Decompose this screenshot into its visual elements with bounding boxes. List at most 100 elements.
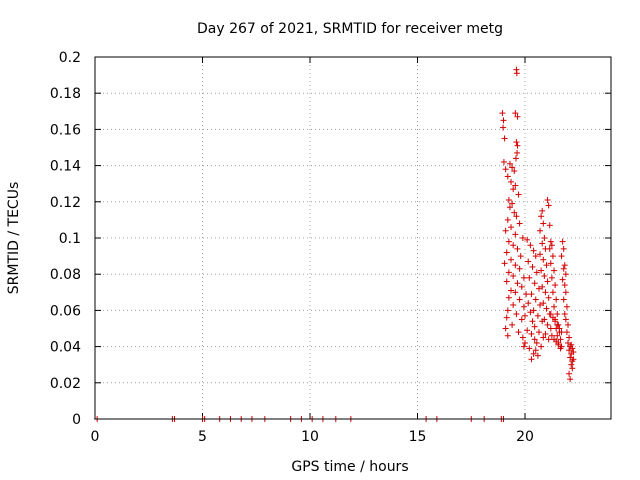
data-point bbox=[552, 282, 559, 289]
data-point bbox=[501, 260, 508, 267]
data-point bbox=[559, 276, 566, 283]
data-point bbox=[515, 329, 522, 336]
data-point bbox=[548, 332, 555, 339]
data-point bbox=[528, 356, 535, 363]
data-point bbox=[570, 356, 577, 363]
data-point bbox=[551, 303, 558, 310]
data-point bbox=[526, 274, 533, 281]
data-point bbox=[548, 274, 555, 281]
data-point bbox=[543, 305, 550, 312]
data-point bbox=[533, 269, 540, 276]
data-point bbox=[540, 300, 547, 307]
data-point bbox=[519, 334, 526, 341]
data-point bbox=[528, 330, 535, 337]
data-point bbox=[561, 262, 568, 269]
data-point bbox=[554, 321, 561, 328]
data-point bbox=[545, 294, 552, 301]
data-point bbox=[513, 311, 520, 318]
data-point bbox=[508, 256, 515, 263]
data-point bbox=[558, 253, 565, 260]
data-point bbox=[537, 251, 544, 258]
data-point bbox=[535, 285, 542, 292]
data-point bbox=[557, 336, 564, 343]
data-point bbox=[515, 191, 522, 198]
data-point bbox=[562, 316, 569, 323]
data-point bbox=[538, 343, 545, 350]
data-point bbox=[544, 278, 551, 285]
data-point bbox=[505, 196, 512, 203]
data-point bbox=[527, 309, 534, 316]
data-point bbox=[539, 240, 546, 247]
data-point bbox=[529, 318, 536, 325]
data-point bbox=[531, 336, 538, 343]
data-point bbox=[516, 220, 523, 227]
data-point bbox=[510, 242, 517, 249]
data-point bbox=[532, 253, 539, 260]
data-point bbox=[563, 329, 570, 336]
data-point bbox=[520, 343, 527, 350]
x-tick-label: 5 bbox=[198, 429, 207, 445]
data-point bbox=[508, 287, 515, 294]
data-point bbox=[512, 231, 519, 238]
data-point bbox=[526, 345, 533, 352]
data-point bbox=[563, 303, 570, 310]
data-point bbox=[555, 341, 562, 348]
data-point bbox=[568, 361, 575, 368]
data-point bbox=[517, 253, 524, 260]
data-point bbox=[511, 209, 518, 216]
data-point bbox=[531, 323, 538, 330]
data-point bbox=[549, 253, 556, 260]
data-point bbox=[540, 256, 547, 263]
data-point bbox=[513, 213, 520, 220]
data-point bbox=[549, 289, 556, 296]
x-axis-label: GPS time / hours bbox=[291, 459, 408, 475]
data-point bbox=[532, 347, 539, 354]
data-point bbox=[546, 222, 553, 229]
data-point bbox=[552, 318, 559, 325]
data-point bbox=[570, 349, 577, 356]
data-point bbox=[523, 291, 530, 298]
data-point bbox=[510, 273, 517, 280]
data-point bbox=[514, 245, 521, 252]
data-point bbox=[546, 245, 553, 252]
data-point bbox=[518, 283, 525, 290]
data-point bbox=[503, 278, 510, 285]
x-tick-label: 20 bbox=[516, 429, 534, 445]
data-point bbox=[522, 339, 528, 346]
data-point bbox=[565, 339, 571, 346]
data-point bbox=[539, 207, 546, 214]
data-point bbox=[560, 245, 567, 252]
data-point bbox=[566, 334, 573, 341]
data-point bbox=[506, 204, 513, 211]
data-point bbox=[527, 242, 534, 249]
data-point bbox=[562, 271, 569, 278]
data-point bbox=[538, 213, 545, 220]
data-point bbox=[569, 365, 576, 372]
y-tick-label: 0.1 bbox=[59, 231, 81, 247]
data-point bbox=[512, 182, 519, 189]
data-point bbox=[530, 350, 537, 357]
data-point bbox=[509, 200, 516, 207]
data-point bbox=[541, 316, 548, 323]
data-point bbox=[514, 280, 521, 287]
data-point bbox=[549, 314, 556, 321]
data-point bbox=[538, 267, 545, 274]
data-point bbox=[504, 307, 511, 314]
data-point bbox=[514, 142, 521, 149]
data-point bbox=[510, 301, 517, 308]
data-point bbox=[559, 238, 566, 245]
y-tick-label: 0.04 bbox=[50, 340, 81, 356]
data-point bbox=[548, 242, 555, 249]
data-point bbox=[516, 296, 523, 303]
data-point bbox=[512, 155, 519, 162]
data-point bbox=[500, 117, 507, 124]
data-point bbox=[551, 267, 558, 274]
data-point bbox=[504, 173, 511, 180]
data-point bbox=[514, 149, 521, 156]
x-axis-tick-labels: 0 5 10 15 20 bbox=[91, 429, 534, 445]
data-point bbox=[565, 321, 571, 328]
data-point bbox=[554, 311, 561, 318]
data-point bbox=[530, 247, 537, 254]
data-point bbox=[547, 311, 554, 318]
data-point bbox=[532, 296, 539, 303]
